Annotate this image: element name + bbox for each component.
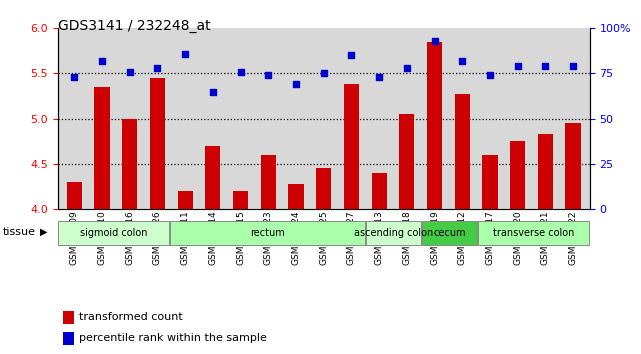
Bar — [63, 332, 74, 345]
Bar — [316, 168, 331, 209]
Text: percentile rank within the sample: percentile rank within the sample — [79, 333, 267, 343]
Point — [153, 65, 163, 71]
Point — [485, 73, 495, 78]
Point — [263, 73, 274, 78]
Bar — [261, 155, 276, 209]
Point — [319, 71, 329, 76]
Bar — [233, 191, 248, 209]
Bar — [178, 191, 193, 209]
Point — [124, 69, 135, 74]
Text: ▶: ▶ — [40, 227, 47, 237]
Point — [346, 53, 356, 58]
Bar — [482, 155, 497, 209]
Bar — [344, 84, 359, 209]
Bar — [67, 182, 82, 209]
Point — [291, 81, 301, 87]
Point — [402, 65, 412, 71]
Text: ascending colon: ascending colon — [354, 228, 433, 238]
Text: GDS3141 / 232248_at: GDS3141 / 232248_at — [58, 19, 210, 34]
Point — [208, 89, 218, 95]
Point — [69, 74, 79, 80]
Text: cecum: cecum — [433, 228, 466, 238]
Point — [97, 58, 107, 64]
Point — [457, 58, 467, 64]
Point — [374, 74, 384, 80]
Text: transverse colon: transverse colon — [493, 228, 574, 238]
Bar — [372, 173, 387, 209]
Point — [235, 69, 246, 74]
Bar — [205, 146, 221, 209]
Bar — [538, 134, 553, 209]
Bar — [150, 78, 165, 209]
Point — [429, 38, 440, 44]
Point — [180, 51, 190, 56]
Bar — [565, 123, 581, 209]
Bar — [122, 119, 137, 209]
Bar — [454, 94, 470, 209]
Point — [513, 63, 523, 69]
Bar — [478, 221, 589, 245]
Bar — [58, 221, 169, 245]
Bar — [399, 114, 415, 209]
Bar — [422, 221, 477, 245]
Point — [568, 63, 578, 69]
Bar — [366, 221, 421, 245]
Bar — [288, 184, 304, 209]
Bar — [171, 221, 365, 245]
Bar — [427, 42, 442, 209]
Point — [540, 63, 551, 69]
Bar — [510, 141, 525, 209]
Text: tissue: tissue — [3, 227, 36, 237]
Text: sigmoid colon: sigmoid colon — [80, 228, 147, 238]
Text: rectum: rectum — [251, 228, 285, 238]
Bar — [63, 311, 74, 324]
Bar — [94, 87, 110, 209]
Text: transformed count: transformed count — [79, 312, 183, 322]
